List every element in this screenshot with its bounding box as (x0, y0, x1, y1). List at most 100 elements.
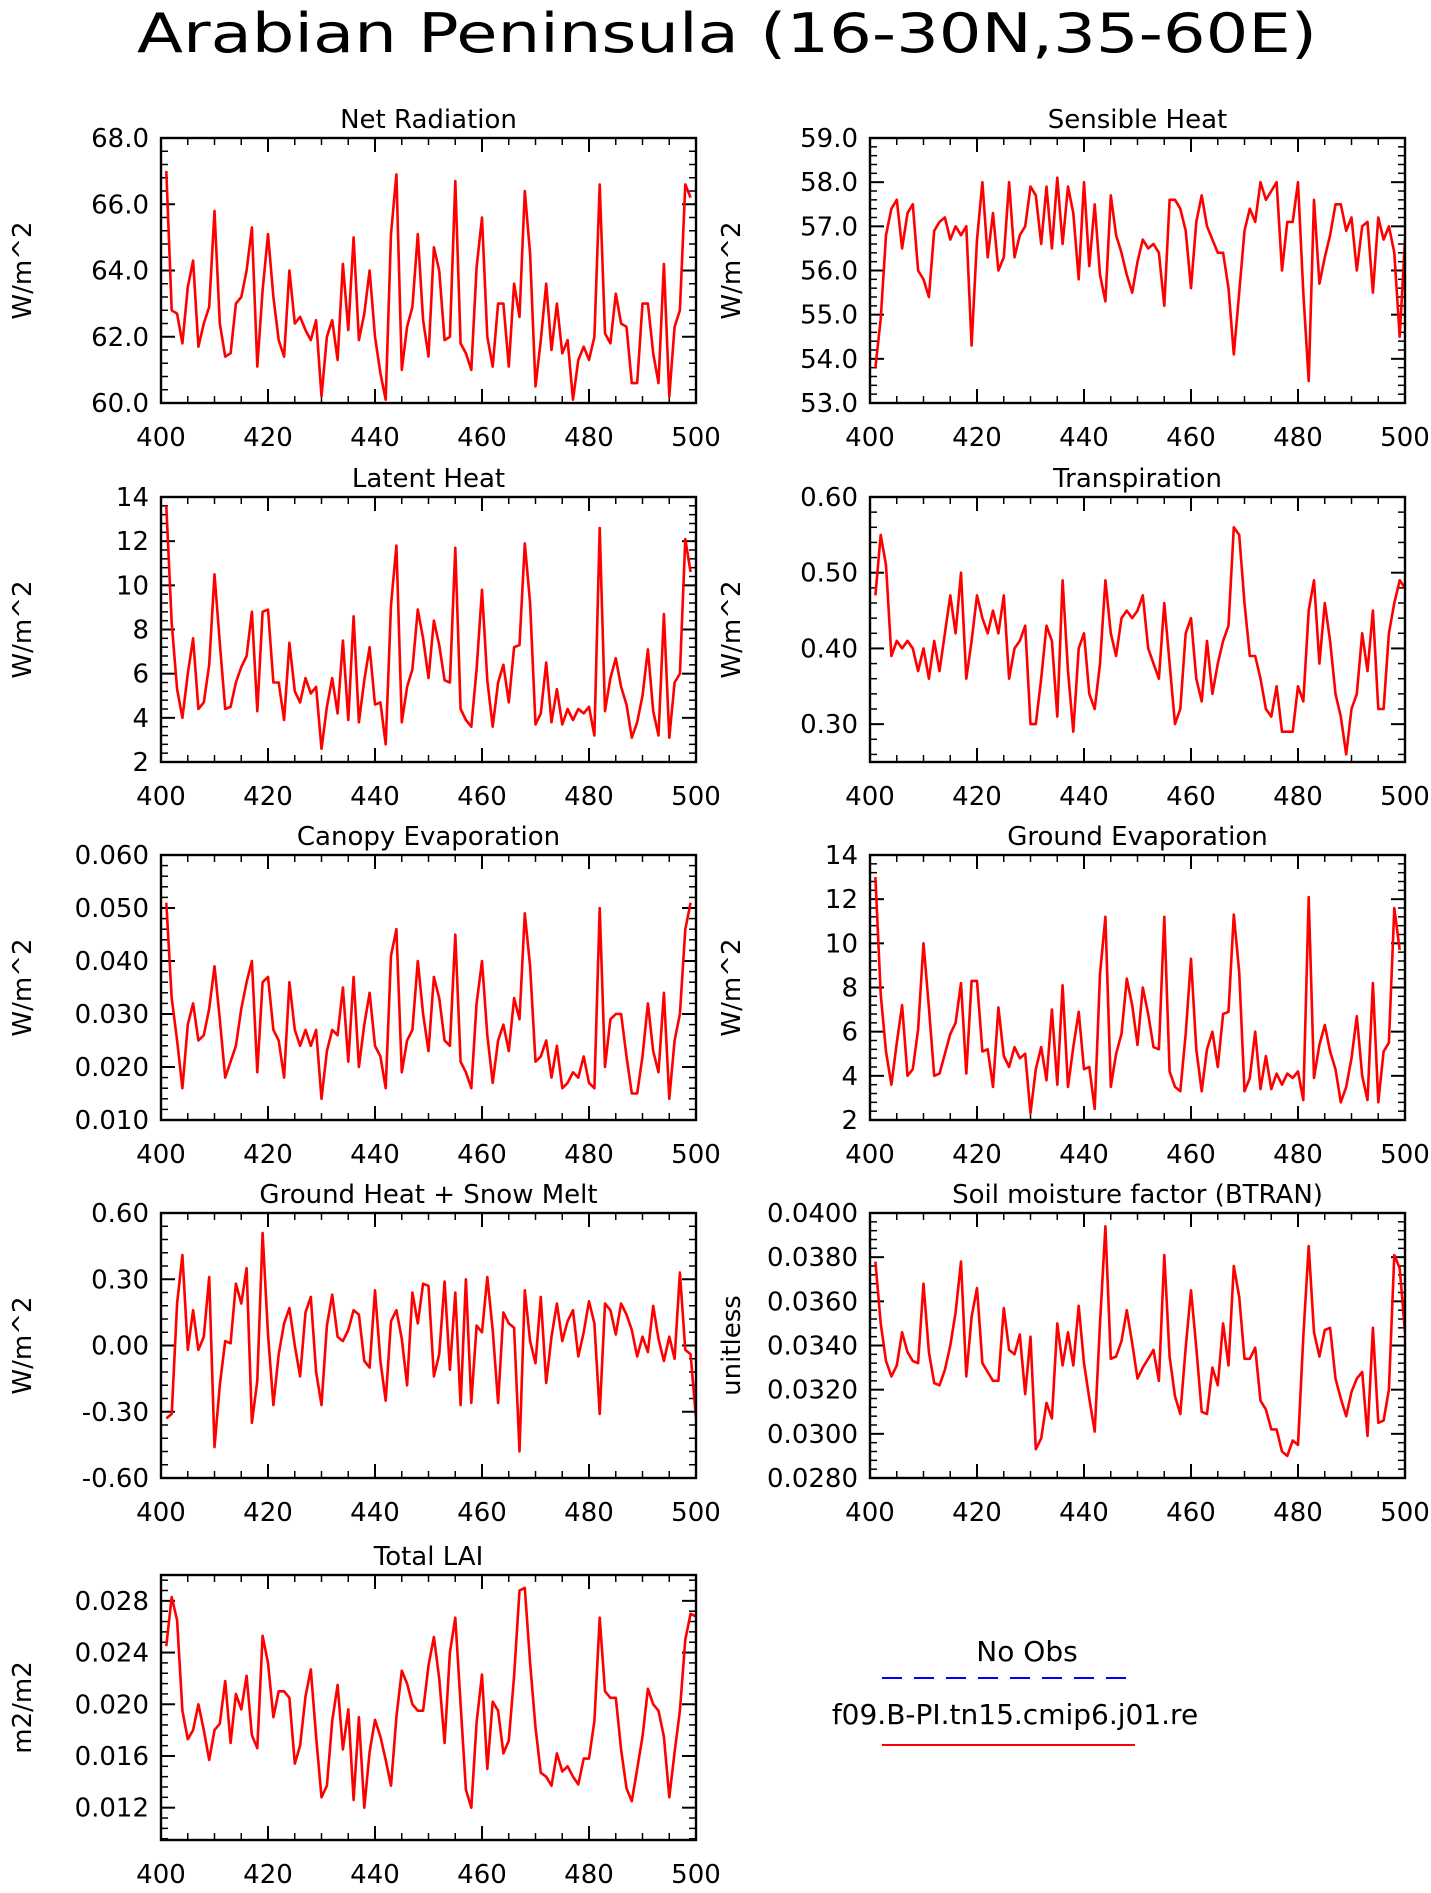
series-line (874, 176, 1405, 383)
x-tick-label: 440 (1059, 1498, 1109, 1528)
x-tick-label: 500 (671, 782, 721, 812)
x-tick-label: 460 (457, 1498, 507, 1528)
x-tick-label: 460 (457, 1140, 507, 1170)
y-axis-label: unitless (717, 1295, 747, 1396)
plot-frame (159, 136, 698, 405)
y-tick-label: 60.0 (91, 389, 149, 419)
x-tick-label: 400 (136, 1140, 186, 1170)
y-tick-label: 0.040 (75, 947, 149, 977)
y-axis-label: W/m^2 (8, 221, 38, 319)
plot-frame (868, 136, 1407, 405)
y-tick-label: 2 (841, 1106, 858, 1136)
y-tick-label: -0.30 (82, 1398, 149, 1428)
y-tick-label: 0.0400 (767, 1199, 858, 1229)
x-tick-label: 500 (1380, 423, 1430, 453)
y-tick-label: 12 (116, 527, 149, 557)
y-tick-label: 0.030 (75, 1000, 149, 1030)
panel-title: Net Radiation (340, 105, 517, 135)
panel-canopy-evaporation: Canopy Evaporation W/m^2 400 420 440 460 480 50… (8, 822, 721, 1170)
y-tick-label: 0.30 (91, 1265, 149, 1295)
panel-transpiration: Transpiration W/m^2 400 420 440 460 480 500 0.30… (717, 464, 1430, 812)
x-tick-label: 460 (1166, 1498, 1216, 1528)
x-tick-label: 480 (1273, 423, 1323, 453)
y-tick-label: 0.020 (75, 1053, 149, 1083)
x-tick-label: 400 (845, 1498, 895, 1528)
plot-frame (159, 1573, 698, 1842)
page-title: Arabian Peninsula (16-30N,35-60E) (137, 2, 1317, 65)
x-tick-label: 500 (1380, 1498, 1430, 1528)
x-tick-label: 400 (136, 423, 186, 453)
x-tick-label: 480 (564, 423, 614, 453)
panel-title: Ground Heat + Snow Melt (259, 1180, 597, 1210)
x-tick-label: 500 (1380, 782, 1430, 812)
panel-title: Canopy Evaporation (297, 822, 560, 852)
x-tick-label: 420 (243, 1498, 293, 1528)
y-tick-label: 6 (132, 660, 149, 690)
x-tick-label: 420 (952, 423, 1002, 453)
y-tick-label: 64.0 (91, 257, 149, 287)
x-tick-label: 460 (1166, 423, 1216, 453)
x-tick-label: 460 (457, 423, 507, 453)
y-tick-label: 0.60 (800, 483, 858, 513)
x-tick-label: 500 (671, 1498, 721, 1528)
x-tick-label: 480 (564, 1140, 614, 1170)
series-line (165, 171, 692, 402)
y-tick-label: 12 (825, 885, 858, 915)
y-axis-label: W/m^2 (717, 221, 747, 319)
x-tick-label: 420 (952, 1140, 1002, 1170)
x-tick-label: 420 (243, 1140, 293, 1170)
y-axis-label: W/m^2 (717, 580, 747, 678)
series-line (165, 1586, 696, 1809)
y-tick-label: 8 (841, 974, 858, 1004)
y-tick-label: 0.0280 (767, 1464, 858, 1494)
y-tick-label: 62.0 (91, 323, 149, 353)
x-tick-label: 440 (350, 782, 400, 812)
y-tick-label: 0.0320 (767, 1376, 858, 1406)
y-axis-label: W/m^2 (717, 938, 747, 1036)
y-tick-label: 55.0 (800, 301, 858, 331)
y-tick-label: 0.016 (75, 1742, 149, 1772)
panel-title: Latent Heat (352, 464, 505, 494)
series-line (874, 877, 1401, 1115)
x-tick-label: 460 (457, 1860, 507, 1890)
panel-title: Ground Evaporation (1007, 822, 1267, 852)
x-tick-label: 440 (350, 1498, 400, 1528)
y-axis-label: W/m^2 (8, 938, 38, 1036)
x-tick-label: 500 (671, 1140, 721, 1170)
x-tick-label: 400 (845, 1140, 895, 1170)
y-tick-label: -0.60 (82, 1464, 149, 1494)
plot-frame (159, 495, 698, 764)
y-tick-label: 59.0 (800, 124, 858, 154)
x-tick-label: 480 (1273, 1140, 1323, 1170)
y-tick-label: 14 (116, 483, 149, 513)
y-axis-label: m2/m2 (8, 1661, 38, 1754)
y-tick-label: 4 (841, 1062, 858, 1092)
y-tick-label: 4 (132, 704, 149, 734)
y-tick-label: 0.024 (75, 1639, 149, 1669)
x-tick-label: 400 (136, 1498, 186, 1528)
panel-title: Sensible Heat (1048, 105, 1227, 135)
series-line (874, 525, 1405, 756)
series-line (165, 902, 692, 1101)
panel-soil-moisture-factor-btran: Soil moisture factor (BTRAN) unitless 400 4… (717, 1180, 1430, 1528)
y-tick-label: 0.60 (91, 1199, 149, 1229)
panel-title: Total LAI (373, 1542, 484, 1572)
y-axis-label: W/m^2 (8, 580, 38, 678)
y-tick-label: 14 (825, 841, 858, 871)
panel-latent-heat: Latent Heat W/m^2 400 420 440 460 480 500 2 4 6 8 10… (8, 464, 721, 812)
series-line (874, 1225, 1405, 1458)
plot-frame (868, 1211, 1407, 1480)
x-tick-label: 480 (564, 1498, 614, 1528)
x-tick-label: 480 (564, 1860, 614, 1890)
y-axis-label: W/m^2 (8, 1296, 38, 1394)
x-tick-label: 440 (350, 423, 400, 453)
panel-title: Soil moisture factor (BTRAN) (952, 1180, 1323, 1210)
x-tick-label: 420 (952, 782, 1002, 812)
x-tick-label: 500 (671, 423, 721, 453)
y-tick-label: 0.0300 (767, 1420, 858, 1450)
y-tick-label: 0.0380 (767, 1243, 858, 1273)
y-tick-label: 57.0 (800, 212, 858, 242)
panel-total-lai: Total LAI m2/m2 400 420 440 460 480 500 0.012 0.0… (8, 1542, 721, 1890)
x-tick-label: 440 (1059, 423, 1109, 453)
